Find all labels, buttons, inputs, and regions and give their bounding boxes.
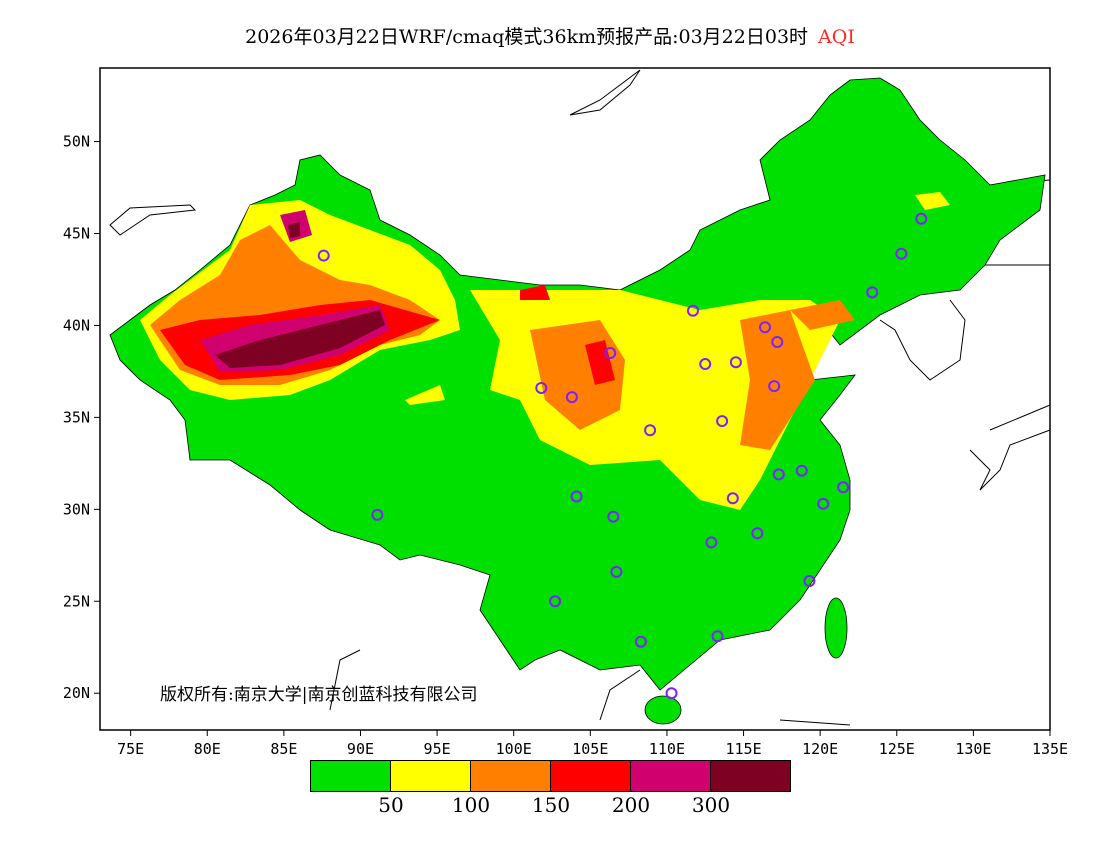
station-marker — [772, 468, 785, 481]
aqi-level-hazardous — [215, 222, 385, 368]
station-marker — [665, 687, 678, 700]
station-marker — [610, 565, 623, 578]
lat-tick-label: 45N — [63, 225, 90, 243]
station-marker — [607, 510, 620, 523]
station-marker — [768, 380, 781, 393]
legend-label: 200 — [611, 793, 651, 817]
lon-tick-label: 75E — [117, 740, 144, 758]
legend-label: 100 — [451, 793, 491, 817]
lon-tick-label: 105E — [572, 740, 608, 758]
legend-swatch — [551, 761, 631, 791]
lon-tick-label: 135E — [1032, 740, 1068, 758]
legend-label: 300 — [691, 793, 731, 817]
station-marker — [371, 508, 384, 521]
station-marker — [751, 527, 764, 540]
lon-tick-label: 110E — [649, 740, 685, 758]
legend-label: 50 — [378, 793, 404, 817]
lon-tick-label: 85E — [270, 740, 297, 758]
lon-tick-label: 115E — [725, 740, 761, 758]
lat-tick-label: 25N — [63, 592, 90, 610]
lat-tick-label: 40N — [63, 316, 90, 334]
station-marker — [565, 391, 578, 404]
station-marker — [915, 212, 928, 225]
station-marker — [795, 464, 808, 477]
lon-tick-label: 100E — [496, 740, 532, 758]
legend-swatch — [311, 761, 391, 791]
station-marker — [686, 304, 699, 317]
title-variable: AQI — [818, 26, 855, 48]
axis-ticks: 75E 80E 85E 90E 95E 100E 105E 110E 115E 120E 125E 1… — [63, 133, 1068, 758]
lat-tick-label: 35N — [63, 408, 90, 426]
station-marker — [729, 356, 742, 369]
legend-swatch — [711, 761, 790, 791]
legend-label: 150 — [531, 793, 571, 817]
station-marker — [759, 321, 771, 334]
station-markers — [317, 212, 928, 700]
station-marker — [699, 358, 712, 371]
station-marker — [803, 575, 816, 588]
lon-tick-label: 130E — [955, 740, 991, 758]
station-marker — [570, 490, 583, 503]
lat-tick-label: 20N — [63, 684, 90, 702]
station-marker — [866, 286, 879, 299]
china-aqi-field — [109, 77, 1046, 725]
station-marker — [895, 247, 908, 260]
copyright-text: 版权所有:南京大学|南京创蓝科技有限公司 — [160, 685, 478, 705]
taiwan — [824, 597, 848, 659]
legend-swatch — [631, 761, 711, 791]
station-marker — [317, 249, 330, 262]
lat-tick-label: 30N — [63, 500, 90, 518]
map-title: 2026年03月22日WRF/cmaq模式36km预报产品:03月22日03时 A… — [0, 22, 1100, 49]
station-marker — [771, 335, 784, 348]
station-marker — [837, 481, 850, 494]
lat-tick-label: 50N — [63, 133, 90, 151]
lon-tick-label: 120E — [802, 740, 838, 758]
station-marker — [705, 536, 718, 549]
hainan — [644, 695, 682, 725]
color-legend — [310, 760, 791, 792]
station-marker — [716, 415, 729, 428]
lon-tick-label: 90E — [347, 740, 374, 758]
station-marker — [604, 347, 617, 360]
lon-tick-label: 125E — [879, 740, 915, 758]
legend-swatch — [471, 761, 551, 791]
station-marker — [634, 635, 647, 648]
station-marker — [817, 497, 830, 510]
title-main: 2026年03月22日WRF/cmaq模式36km预报产品:03月22日03时 — [245, 26, 809, 48]
station-marker — [726, 492, 739, 505]
station-marker — [549, 595, 562, 608]
lon-tick-label: 80E — [194, 740, 221, 758]
lon-tick-label: 95E — [424, 740, 451, 758]
legend-swatch — [391, 761, 471, 791]
station-marker — [711, 630, 724, 643]
station-marker — [535, 381, 548, 394]
station-marker — [644, 424, 657, 437]
